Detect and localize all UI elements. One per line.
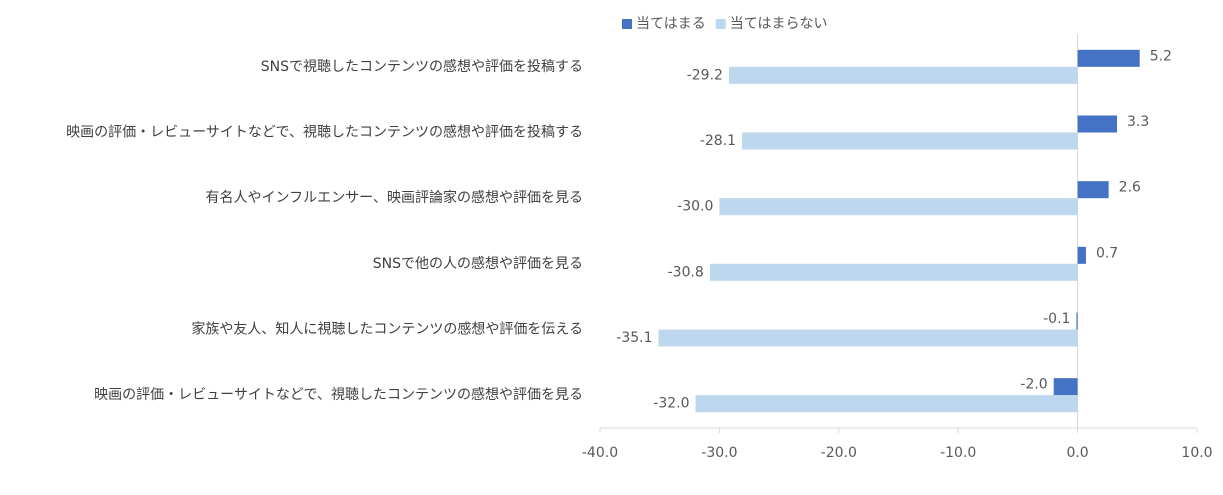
bar xyxy=(695,395,1078,413)
category-label: 映画の評価・レビューサイトなどで、視聴したコンテンツの感想や評価を投稿する xyxy=(66,124,583,141)
value-label: -29.2 xyxy=(687,67,723,83)
bar xyxy=(719,198,1078,216)
bar xyxy=(1077,115,1118,133)
bar xyxy=(1053,378,1078,396)
value-label: -32.0 xyxy=(653,396,689,412)
legend-swatch xyxy=(715,19,726,29)
x-tick-label: 10.0 xyxy=(1181,445,1212,461)
value-label: -0.1 xyxy=(1043,311,1070,327)
category-label: SNSで視聴したコンテンツの感想や評価を投稿する xyxy=(261,58,583,75)
bar xyxy=(1077,49,1140,67)
x-tick-label: 0.0 xyxy=(1066,445,1088,461)
bar xyxy=(742,132,1078,150)
legend-label: 当てはまらない xyxy=(730,16,828,32)
value-label: -30.0 xyxy=(677,199,713,215)
legend-label: 当てはまる xyxy=(636,16,706,32)
category-label: 家族や友人、知人に視聴したコンテンツの感想や評価を伝える xyxy=(191,321,583,338)
category-label: 映画の評価・レビューサイトなどで、視聴したコンテンツの感想や評価を見る xyxy=(94,386,583,403)
bar xyxy=(658,329,1078,347)
bar xyxy=(728,66,1078,84)
bar xyxy=(709,263,1078,281)
legend-swatch xyxy=(622,19,632,29)
bar xyxy=(1077,246,1086,264)
value-label: 2.6 xyxy=(1119,180,1141,196)
value-label: 5.2 xyxy=(1150,48,1172,64)
x-tick-label: -10.0 xyxy=(940,445,976,461)
x-tick-label: -30.0 xyxy=(701,445,737,461)
value-label: -30.8 xyxy=(668,264,704,280)
bar xyxy=(1077,181,1109,199)
x-tick-label: -20.0 xyxy=(821,445,857,461)
category-label: SNSで他の人の感想や評価を見る xyxy=(373,255,583,272)
value-label: -2.0 xyxy=(1020,377,1047,393)
category-label: 有名人やインフルエンサー、映画評論家の感想や評価を見る xyxy=(206,189,583,206)
value-label: -28.1 xyxy=(700,133,736,149)
bar xyxy=(1076,312,1078,330)
x-tick-label: -40.0 xyxy=(582,445,618,461)
value-label: 0.7 xyxy=(1096,245,1118,261)
value-label: 3.3 xyxy=(1127,114,1149,130)
value-label: -35.1 xyxy=(616,330,652,346)
